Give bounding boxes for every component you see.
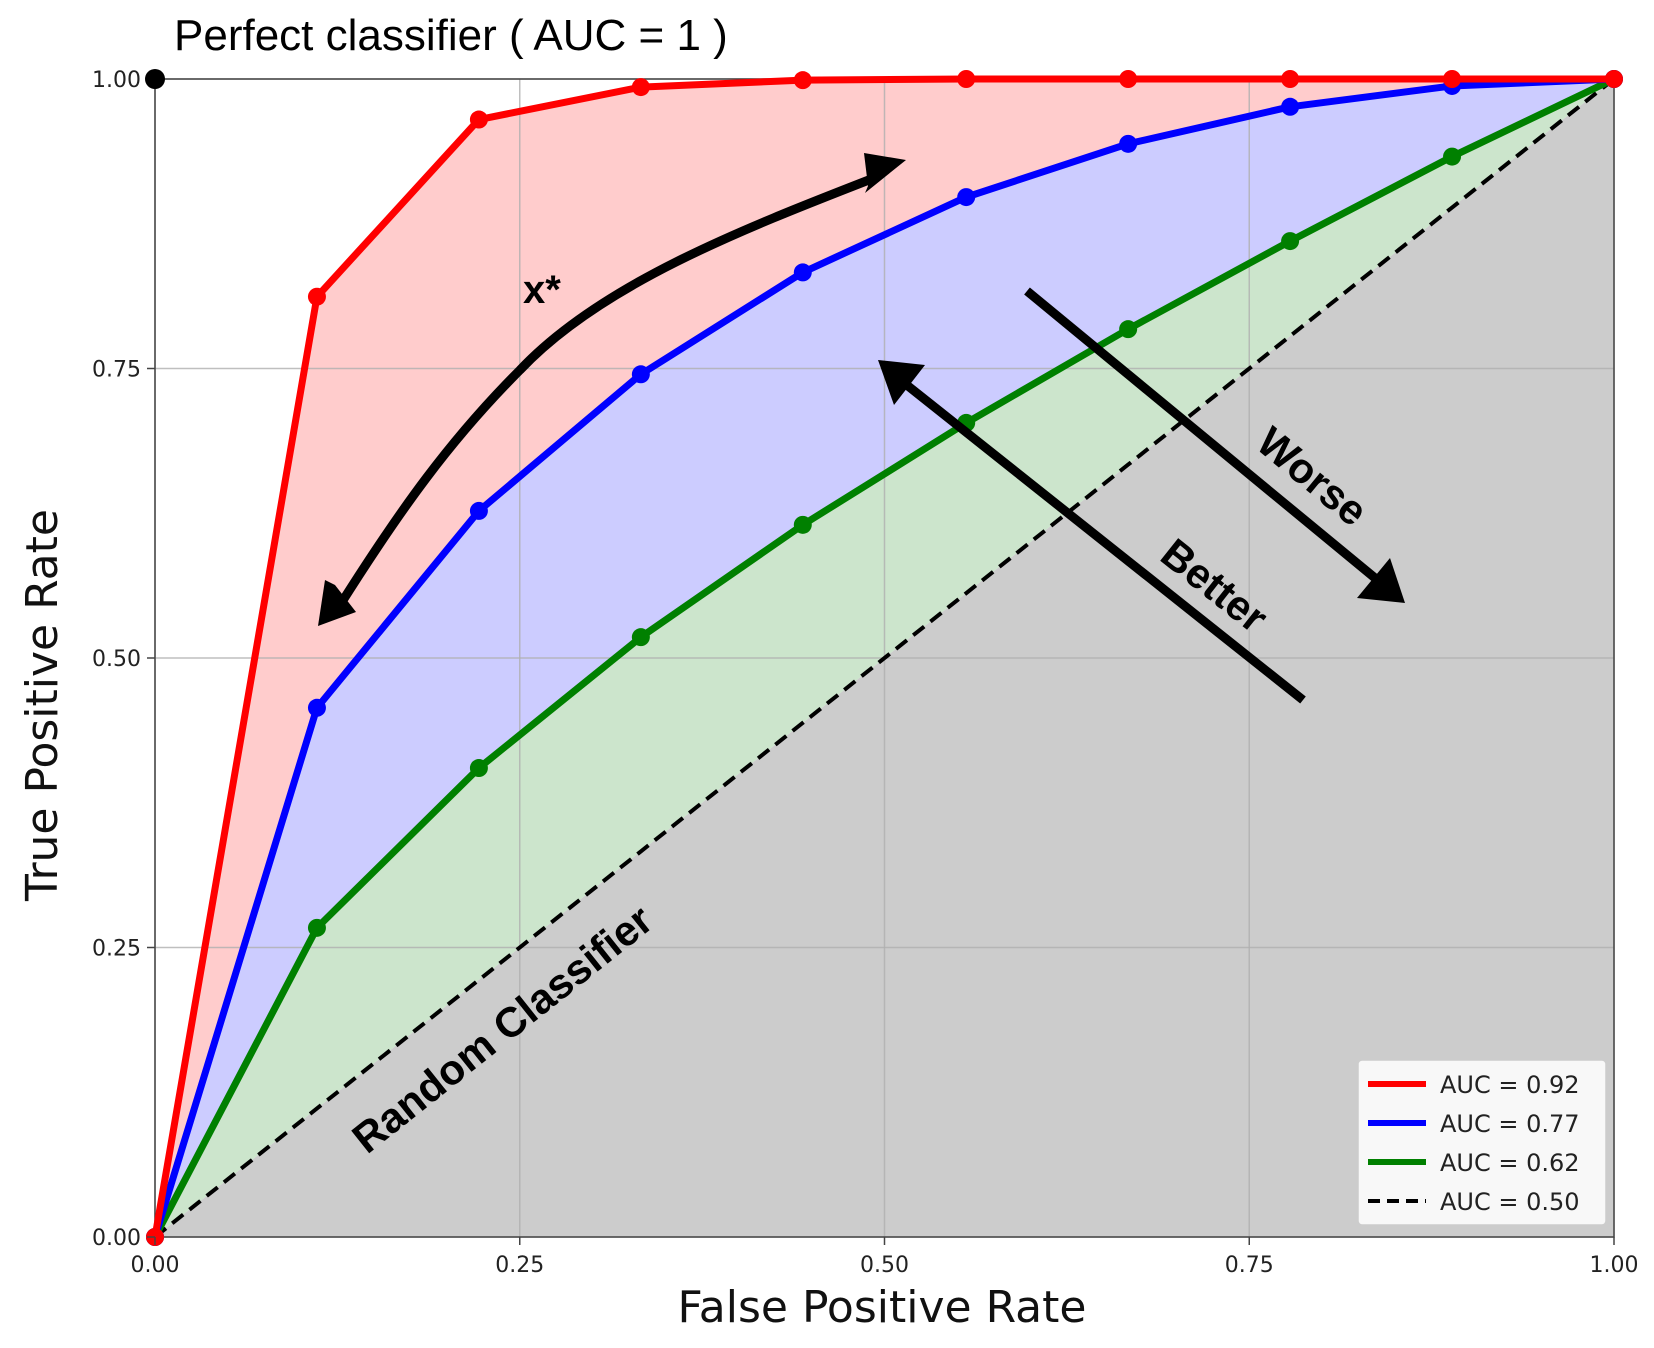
- series-point: [1443, 147, 1462, 166]
- x-star-arrowhead-top: [864, 153, 906, 193]
- series-lines: [146, 70, 1623, 1246]
- x-tick-label: 0.50: [860, 1253, 909, 1278]
- series-point: [793, 263, 812, 282]
- worse-arrow-shaft: [1024, 287, 1378, 582]
- y-tick-label: 0.75: [92, 358, 141, 383]
- series-point: [631, 78, 650, 97]
- series-point: [1119, 320, 1138, 339]
- x-tick-label: 1.00: [1590, 1253, 1639, 1278]
- x-star-arrowhead-bottom: [318, 580, 356, 626]
- x-star-curved-arrow: [336, 173, 876, 608]
- series-point: [469, 110, 488, 129]
- y-tick-label: 0.50: [92, 647, 141, 672]
- series-point: [1281, 97, 1300, 116]
- legend-label: AUC = 0.62: [1440, 1149, 1580, 1177]
- perfect-classifier-label: Perfect classifier ( AUC = 1 ): [174, 11, 728, 60]
- x-tick-label: 0.25: [495, 1253, 544, 1278]
- series-point: [1119, 134, 1138, 153]
- legend-label: AUC = 0.92: [1440, 1071, 1580, 1099]
- y-axis-title: True Positive Rate: [17, 509, 68, 902]
- x-tick-label: 0.00: [131, 1253, 180, 1278]
- better-arrow-shaft: [905, 382, 1306, 704]
- series-point: [1281, 232, 1300, 251]
- y-tick-label: 0.25: [92, 937, 141, 962]
- better-arrowhead: [878, 360, 925, 405]
- series-line: [153, 77, 1616, 1239]
- series-point: [469, 501, 488, 520]
- series-point: [469, 759, 488, 778]
- perfect-classifier-point: [145, 69, 165, 89]
- series-point: [1281, 70, 1300, 88]
- x-star-label: x*: [523, 268, 561, 312]
- legend-box: [1357, 1059, 1607, 1226]
- series-point: [307, 287, 326, 306]
- x-axis-title: False Positive Rate: [678, 1282, 1087, 1333]
- series-point: [631, 365, 650, 384]
- series-point: [957, 188, 976, 207]
- series-point: [1443, 70, 1462, 88]
- series-line: [151, 75, 1616, 1239]
- series-point: [793, 515, 812, 534]
- series-point: [631, 628, 650, 647]
- series-point: [307, 918, 326, 937]
- legend-label: AUC = 0.77: [1440, 1110, 1580, 1138]
- legend-label: AUC = 0.50: [1440, 1188, 1580, 1216]
- series-point: [307, 698, 326, 717]
- axis-ticks: 0.00 0.25 0.50 0.75 1.00 0.00 0.25 0.50 0.75 1.00: [92, 68, 1638, 1278]
- legend: AUC = 0.92 AUC = 0.77 AUC = 0.62 AUC = 0.50: [1357, 1059, 1607, 1226]
- series-point: [1605, 70, 1623, 88]
- y-tick-label: 1.00: [92, 68, 141, 93]
- series-point: [793, 71, 812, 90]
- series-point: [1119, 70, 1138, 88]
- x-tick-label: 0.75: [1225, 1253, 1274, 1278]
- series-line: [151, 75, 1614, 1238]
- worse-arrowhead: [1357, 558, 1405, 603]
- series-point: [957, 70, 976, 88]
- y-tick-label: 0.00: [92, 1226, 141, 1251]
- series-line: [151, 75, 1615, 1239]
